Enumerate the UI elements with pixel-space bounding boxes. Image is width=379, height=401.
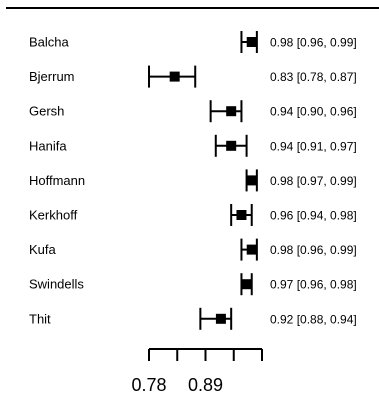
study-row-thit: Thit 0.92 [0.88, 0.94]: [29, 307, 357, 330]
study-row-gersh: Gersh 0.94 [0.90, 0.96]: [29, 100, 357, 123]
study-row-kufa: Kufa 0.98 [0.96, 0.99]: [29, 238, 357, 261]
x-axis: 0.78 0.89: [131, 348, 263, 395]
study-row-bjerrum: Bjerrum 0.83 [0.78, 0.87]: [29, 65, 357, 88]
ci-text: 0.97 [0.96, 0.98]: [270, 278, 357, 292]
point-estimate: [246, 175, 257, 186]
study-label: Swindells: [29, 277, 84, 292]
x-tick-label: 0.89: [188, 375, 223, 395]
study-label: Bjerrum: [29, 69, 75, 84]
study-row-hanifa: Hanifa 0.94 [0.91, 0.97]: [29, 134, 357, 157]
study-label: Gersh: [29, 104, 64, 119]
point-estimate: [246, 37, 257, 47]
ci-text: 0.94 [0.91, 0.97]: [270, 139, 357, 153]
study-row-balcha: Balcha 0.98 [0.96, 0.99]: [29, 31, 357, 53]
point-estimate: [236, 210, 247, 220]
point-estimate: [226, 106, 237, 117]
point-estimate: [169, 71, 180, 82]
study-row-swindells: Swindells 0.97 [0.96, 0.98]: [29, 273, 357, 296]
ci-text: 0.83 [0.78, 0.87]: [270, 70, 357, 84]
ci-text: 0.96 [0.94, 0.98]: [270, 209, 357, 223]
study-label: Thit: [29, 311, 51, 326]
point-estimate: [226, 140, 237, 151]
study-label: Hoffmann: [29, 173, 85, 188]
ci-text: 0.98 [0.97, 0.99]: [270, 174, 357, 188]
study-label: Hanifa: [29, 138, 67, 153]
point-estimate: [241, 279, 252, 290]
point-estimate: [246, 244, 257, 255]
study-row-kerkhoff: Kerkhoff 0.96 [0.94, 0.98]: [29, 204, 357, 226]
study-rows: Balcha 0.98 [0.96, 0.99] Bjerrum 0.83 [0.78…: [29, 31, 357, 330]
x-tick-label: 0.78: [131, 375, 166, 395]
ci-text: 0.98 [0.96, 0.99]: [270, 36, 357, 50]
ci-text: 0.92 [0.88, 0.94]: [270, 312, 357, 326]
study-label: Kerkhoff: [29, 208, 78, 223]
ci-text: 0.98 [0.96, 0.99]: [270, 243, 357, 257]
study-label: Balcha: [29, 35, 70, 50]
study-label: Kufa: [29, 242, 57, 257]
study-row-hoffmann: Hoffmann 0.98 [0.97, 0.99]: [29, 169, 357, 192]
ci-text: 0.94 [0.90, 0.96]: [270, 105, 357, 119]
point-estimate: [215, 313, 226, 324]
